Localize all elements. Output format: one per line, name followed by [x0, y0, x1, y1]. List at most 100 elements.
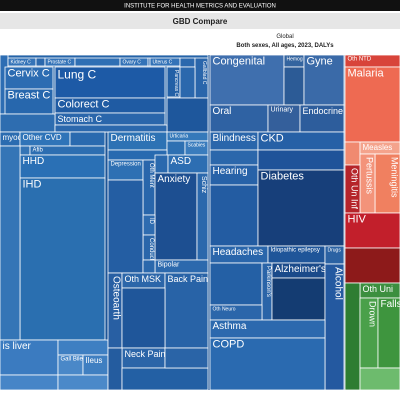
tile-label: Anxiety: [158, 174, 191, 185]
tile-label: Kidney C: [11, 60, 32, 66]
tile-label: Meningitis: [390, 157, 400, 198]
tile-label: ID: [148, 218, 154, 225]
tile-label: Congenital: [213, 56, 266, 68]
tile: [271, 277, 326, 321]
tile-label: Oth Un Inf: [350, 168, 360, 210]
tile: [166, 97, 209, 133]
tile-label: Oth NTD: [348, 57, 372, 63]
tile-label: Bipolar: [158, 262, 180, 269]
tile-label: Asthma: [213, 321, 247, 332]
tile-label: Gyne: [307, 56, 333, 68]
tile: [179, 57, 196, 68]
tile-label: Schiz: [200, 176, 207, 194]
tile: [344, 212, 400, 249]
tile: [344, 141, 361, 166]
tile: [209, 262, 263, 306]
tile: [344, 282, 361, 391]
tile-label: Neck Pain: [125, 349, 166, 359]
tile-label: Dermatitis: [111, 133, 156, 144]
tile: [299, 104, 345, 133]
tile-label: Other CVD: [23, 133, 62, 142]
tile-label: Oth Ment: [148, 163, 154, 188]
tile: [267, 104, 301, 133]
tile: [74, 57, 121, 67]
tile-label: IHD: [23, 179, 42, 191]
tile-label: Gall Bile: [61, 357, 84, 363]
treemap: Kidney C Prostate C Ovary C Uterus C Gallbla…: [0, 54, 400, 391]
tile: [121, 367, 209, 391]
tile: [359, 367, 400, 391]
tile-label: Oth Uni: [363, 284, 394, 294]
tile: [344, 66, 400, 143]
tile-label: Alcohol: [333, 267, 344, 300]
tile-label: Lung C: [58, 67, 97, 81]
tile: [164, 347, 209, 369]
tile: [142, 259, 156, 274]
tile-label: Idiopathic epilepsy: [271, 248, 320, 254]
tile: [344, 247, 400, 284]
tile-label: Hemog: [287, 57, 303, 63]
tile-label: Oth MSK: [125, 274, 162, 284]
tile: [54, 124, 168, 133]
tile-label: ASD: [171, 156, 192, 167]
tile-label: Hearing: [213, 166, 248, 177]
tile-label: Falls: [381, 299, 400, 310]
tile-label: CKD: [261, 133, 284, 145]
tile-label: Pancreas C: [173, 70, 179, 97]
tile-label: Breast C: [8, 90, 51, 102]
tile-label: COPD: [213, 339, 245, 351]
tile-label: Afib: [33, 148, 44, 154]
tile: [154, 172, 198, 261]
tile-label: Endocrine: [303, 106, 344, 116]
tile: [107, 179, 144, 274]
tile-label: Urinary: [271, 107, 294, 114]
tile-label: Depression: [111, 162, 141, 168]
tile: [35, 57, 46, 67]
tile-label: myoc: [3, 133, 22, 142]
tile-label: Measles: [363, 143, 393, 152]
app-title: GBD Compare: [173, 17, 228, 26]
tile: [69, 131, 106, 147]
tile-label: Colorect C: [58, 99, 110, 111]
tile-label: Gallblad C: [201, 61, 207, 85]
tile: [121, 287, 166, 349]
tile-label: Ovary C: [123, 60, 142, 66]
tile-label: Conduct: [148, 238, 154, 261]
subtitle: Both sexes, All ages, 2023, DALYs: [236, 43, 334, 49]
tile: [57, 339, 109, 356]
tile-label: HHD: [23, 156, 45, 167]
tile: [19, 145, 31, 156]
tile: [164, 272, 209, 349]
tile: [166, 140, 186, 156]
tile: [257, 149, 345, 171]
tile: [374, 153, 400, 214]
top-bar: [0, 0, 400, 11]
tile-label: Stomach C: [58, 114, 103, 124]
tile: [303, 54, 345, 106]
tile-label: Malaria: [348, 68, 385, 80]
tile-label: Scabies: [188, 143, 206, 149]
tile: [0, 113, 56, 133]
tile-label: Uterus C: [153, 60, 173, 66]
tile: [179, 66, 196, 99]
tile-label: Drugs: [328, 248, 342, 254]
tile: [154, 154, 169, 174]
tile-label: Back Pain: [168, 274, 209, 284]
tile: [107, 347, 123, 391]
tile: [257, 169, 345, 247]
tile-label: Drown: [368, 301, 378, 327]
tile-label: Diabetes: [261, 171, 305, 183]
tile-label: Ileus: [86, 356, 103, 365]
tile: [4, 88, 54, 115]
tile-label: Alzheimer's: [275, 264, 326, 275]
tile: [0, 374, 59, 391]
tile: [57, 374, 109, 391]
tile-label: Headaches: [213, 247, 264, 258]
tile-label: Urticaria: [170, 134, 189, 140]
tile: [209, 337, 326, 391]
institute-name: INSTITUTE FOR HEALTH METRICS AND EVALUAT…: [124, 4, 276, 10]
location: Global: [276, 34, 293, 40]
tile-label: Parkinson's: [265, 266, 271, 297]
tile-label: HIV: [348, 214, 367, 226]
tile: [0, 145, 21, 341]
